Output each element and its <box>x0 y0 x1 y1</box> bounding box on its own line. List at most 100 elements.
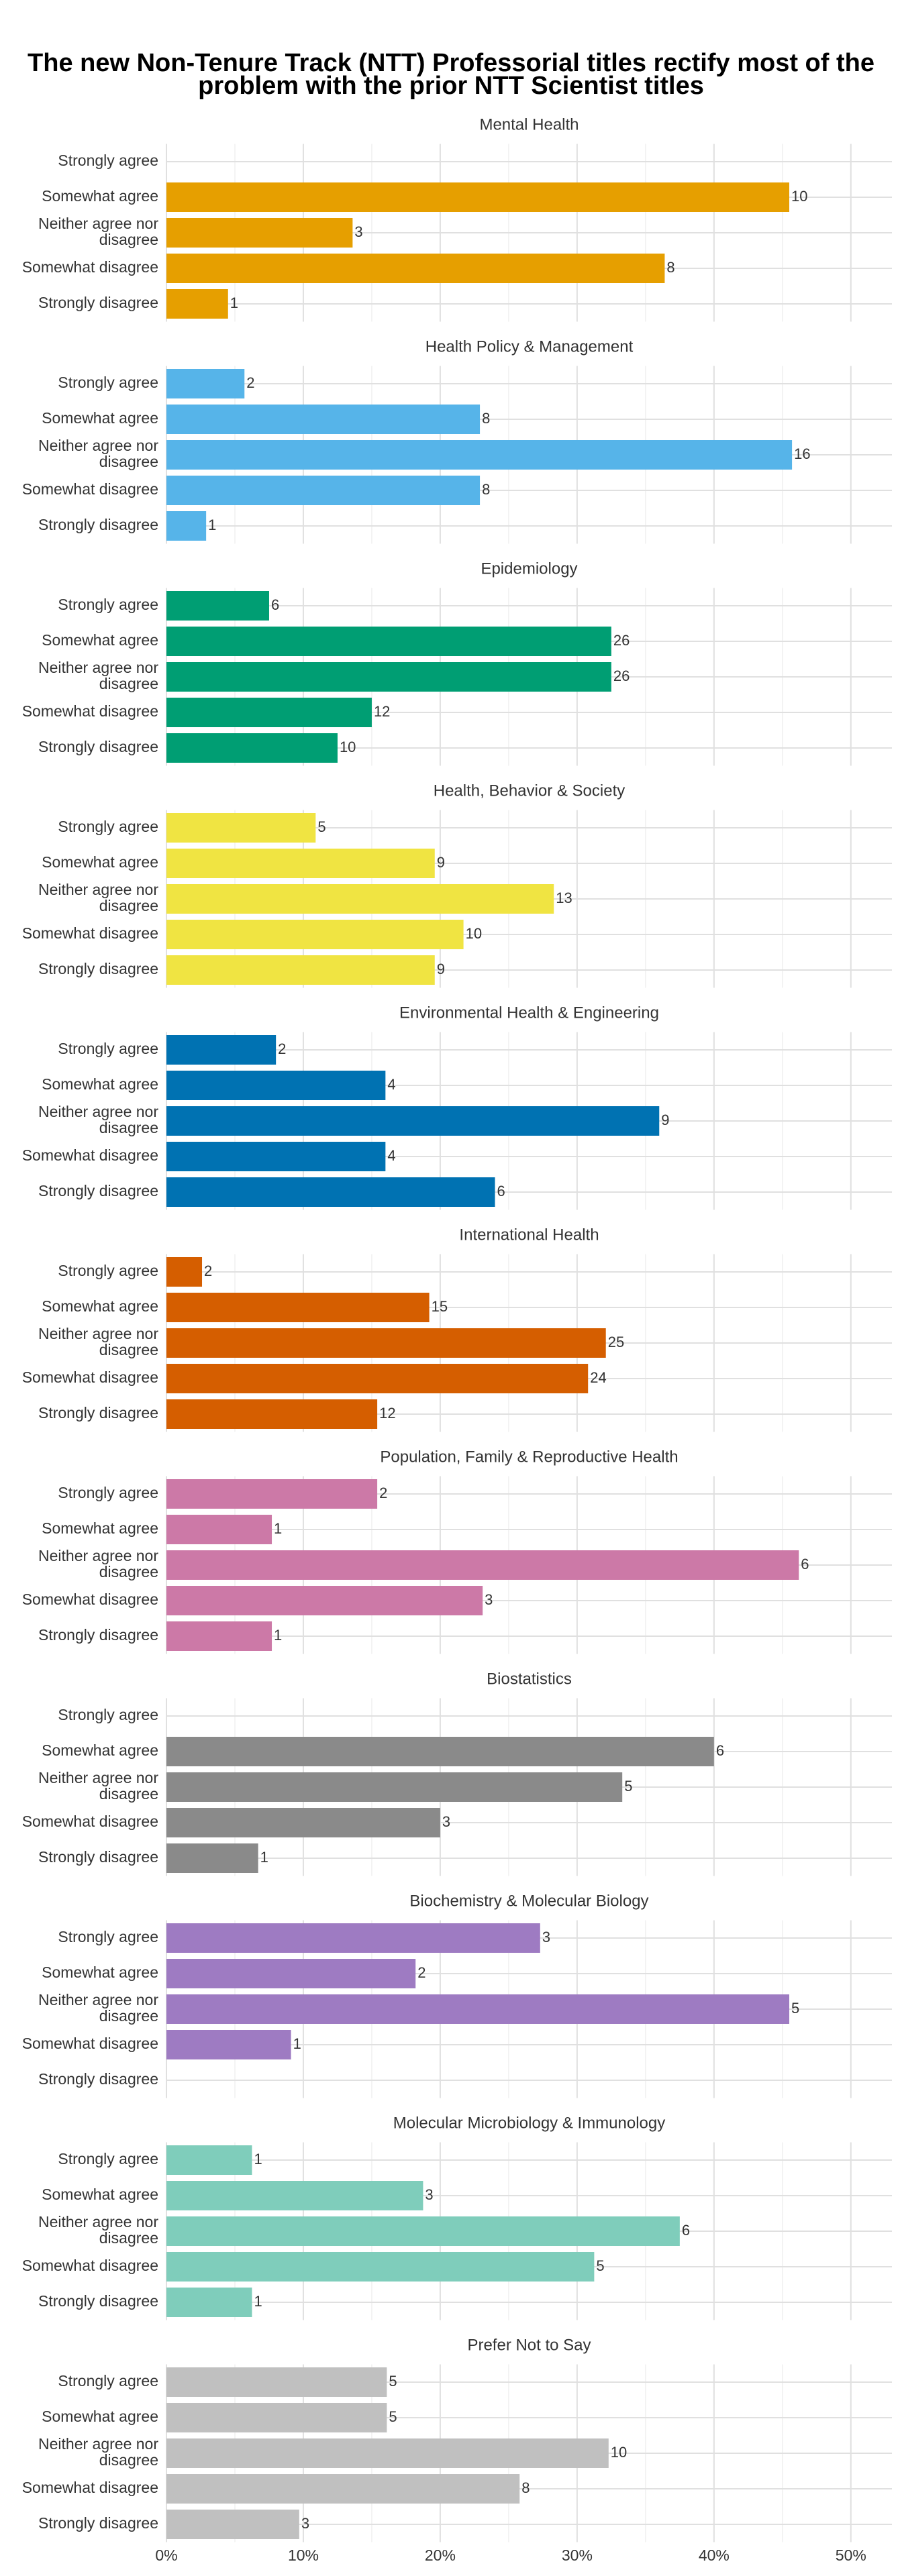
bar <box>166 2367 387 2397</box>
facet-title: Prefer Not to Say <box>467 2336 591 2354</box>
y-tick-label: Strongly disagree <box>38 294 158 311</box>
data-label: 26 <box>613 667 630 684</box>
bar <box>166 1399 378 1429</box>
data-label: 1 <box>293 2035 301 2052</box>
y-tick-label: Somewhat disagree <box>22 480 158 498</box>
bar <box>166 920 464 949</box>
y-tick-label: Strongly disagree <box>38 738 158 755</box>
data-label: 2 <box>246 374 254 391</box>
facet-title: Environmental Health & Engineering <box>399 1004 659 1022</box>
bar <box>166 1035 277 1065</box>
y-tick-label: Strongly disagree <box>38 2070 158 2088</box>
data-label: 25 <box>608 1334 624 1350</box>
data-label: 8 <box>666 259 674 276</box>
data-label: 4 <box>387 1147 395 1164</box>
bar <box>166 1843 258 1873</box>
data-label: 1 <box>254 2293 262 2310</box>
y-tick-label: Strongly disagree <box>38 1626 158 1644</box>
y-tick-label: Strongly disagree <box>38 2292 158 2310</box>
y-tick-label: Somewhat agree <box>42 409 158 427</box>
bar <box>166 1808 440 1837</box>
y-tick-label: Neither agree nor disagree <box>38 215 158 248</box>
data-label: 5 <box>596 2257 604 2274</box>
y-tick-label: Somewhat disagree <box>22 702 158 720</box>
y-tick-label: Neither agree nor disagree <box>38 437 158 470</box>
bar <box>166 2145 252 2175</box>
bar <box>166 254 665 283</box>
y-tick-label: Strongly agree <box>58 818 158 835</box>
data-label: 12 <box>379 1405 395 1421</box>
data-label: 8 <box>482 481 490 498</box>
y-tick-label: Strongly agree <box>58 596 158 613</box>
y-tick-label: Somewhat agree <box>42 1075 158 1093</box>
facet-title: Mental Health <box>479 115 579 133</box>
y-tick-label: Strongly agree <box>58 152 158 169</box>
bar <box>166 218 353 248</box>
bar <box>166 1257 203 1287</box>
bar <box>166 2403 387 2432</box>
y-tick-label: Strongly agree <box>58 2372 158 2390</box>
data-label: 2 <box>204 1263 212 1279</box>
y-tick-label: Somewhat disagree <box>22 924 158 942</box>
bar <box>166 1959 416 1988</box>
y-tick-label: Somewhat agree <box>42 631 158 649</box>
y-tick-label: Neither agree nor disagree <box>38 1325 158 1358</box>
data-label: 6 <box>801 1556 809 1572</box>
y-tick-label: Neither agree nor disagree <box>38 1991 158 2025</box>
bar <box>166 2181 423 2210</box>
bar <box>166 1737 714 1766</box>
x-tick-label: 10% <box>288 2546 319 2564</box>
bar <box>166 369 245 398</box>
bar <box>166 955 435 985</box>
data-label: 8 <box>521 2479 530 2496</box>
y-tick-label: Somewhat disagree <box>22 2479 158 2496</box>
bar <box>166 1515 272 1544</box>
bar <box>166 2252 595 2282</box>
bar <box>166 2030 291 2059</box>
bar <box>166 1328 606 1358</box>
data-label: 10 <box>466 925 482 942</box>
y-tick-label: Strongly disagree <box>38 960 158 977</box>
bar <box>166 2474 520 2504</box>
y-tick-label: Strongly disagree <box>38 2514 158 2532</box>
y-tick-label: Strongly agree <box>58 374 158 391</box>
facet-title: Population, Family & Reproductive Health <box>380 1448 678 1466</box>
bar <box>166 884 554 914</box>
bar <box>166 1142 386 1171</box>
bar <box>166 2510 299 2539</box>
data-label: 1 <box>254 2151 262 2167</box>
bar <box>166 1586 483 1615</box>
data-label: 12 <box>374 703 390 720</box>
y-tick-label: Somewhat disagree <box>22 2035 158 2052</box>
y-tick-label: Somewhat disagree <box>22 1813 158 1830</box>
data-label: 2 <box>278 1040 286 1057</box>
bar <box>166 1772 623 1802</box>
data-label: 1 <box>260 1849 268 1866</box>
y-tick-label: Neither agree nor disagree <box>38 659 158 692</box>
data-label: 10 <box>791 188 807 205</box>
y-tick-label: Somewhat agree <box>42 1964 158 1981</box>
y-tick-label: Somewhat agree <box>42 2408 158 2425</box>
chart-title: The new Non-Tenure Track (NTT) Professor… <box>28 49 874 100</box>
data-label: 6 <box>716 1742 724 1759</box>
y-tick-label: Somewhat agree <box>42 1297 158 1315</box>
data-label: 3 <box>301 2515 309 2532</box>
y-tick-label: Strongly agree <box>58 1484 158 1501</box>
bar <box>166 1071 386 1100</box>
bar <box>166 1621 272 1651</box>
data-label: 8 <box>482 410 490 427</box>
bar <box>166 476 481 505</box>
data-label: 10 <box>611 2444 627 2461</box>
bar <box>166 1994 790 2024</box>
bar <box>166 813 316 843</box>
bar <box>166 440 793 470</box>
y-tick-label: Neither agree nor disagree <box>38 2213 158 2247</box>
x-tick-label: 40% <box>699 2546 730 2564</box>
data-label: 16 <box>794 445 810 462</box>
data-label: 3 <box>542 1929 550 1945</box>
x-tick-label: 0% <box>155 2546 177 2564</box>
bar <box>166 182 790 212</box>
data-label: 3 <box>354 223 362 240</box>
data-label: 3 <box>425 2186 433 2203</box>
